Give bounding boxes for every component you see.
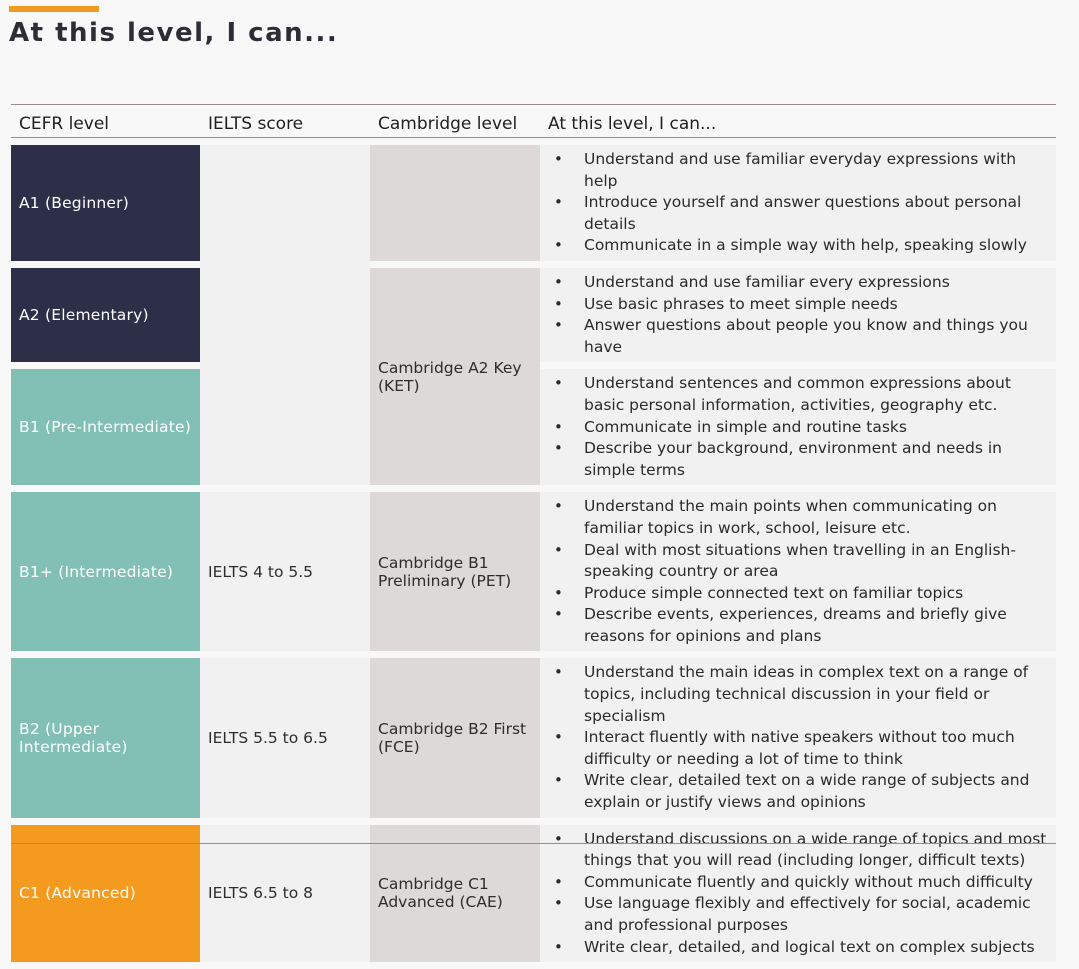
table-row: A2 (Elementary) Cambridge A2 Key (KET) U…: [11, 267, 1056, 486]
table-bottom-rule: [11, 843, 1056, 844]
cefr-table: CEFR level IELTS score Cambridge level A…: [11, 104, 1056, 969]
cambridge-level-cell: Cambridge A2 Key (KET): [370, 267, 540, 486]
can-do-cell: Understand and use familiar every expres…: [540, 267, 1056, 363]
page-title: At this level, I can...: [9, 18, 339, 48]
list-item: Communicate fluently and quickly without…: [554, 872, 1048, 894]
can-do-cell: Understand the main points when communic…: [540, 492, 1056, 652]
cefr-grid: CEFR level IELTS score Cambridge level A…: [11, 98, 1056, 969]
list-item: Describe your background, environment an…: [554, 438, 1048, 481]
cambridge-level-cell: Cambridge C1 Advanced (CAE): [370, 824, 540, 963]
header-can-do: At this level, I can...: [540, 105, 1056, 138]
can-do-list: Understand the main points when communic…: [554, 496, 1048, 647]
ielts-score-cell: IELTS 4 to 5.5: [200, 492, 370, 652]
list-item: Understand and use familiar everyday exp…: [554, 149, 1048, 192]
header-row: CEFR level IELTS score Cambridge level A…: [11, 105, 1056, 138]
table-row: B1 (Pre-Intermediate) Understand sentenc…: [11, 369, 1056, 486]
list-item: Write clear, detailed, and logical text …: [554, 937, 1048, 959]
can-do-cell: Understand discussions on a wide range o…: [540, 824, 1056, 963]
cefr-level-cell: A1 (Beginner): [11, 145, 200, 261]
table-row: A1 (Beginner) Understand and use familia…: [11, 145, 1056, 486]
header-cambridge-level: Cambridge level: [370, 105, 540, 138]
list-item: Understand the main points when communic…: [554, 496, 1048, 539]
ielts-score-cell: IELTS 6.5 to 8: [200, 824, 370, 963]
can-do-cell: Understand sentences and common expressi…: [540, 369, 1056, 486]
can-do-list: Understand the main ideas in complex tex…: [554, 662, 1048, 813]
list-item: Communicate in simple and routine tasks: [554, 417, 1048, 439]
list-item: Understand sentences and common expressi…: [554, 373, 1048, 416]
list-item: Deal with most situations when travellin…: [554, 540, 1048, 583]
cambridge-level-cell: Cambridge B1 Preliminary (PET): [370, 492, 540, 652]
list-item: Introduce yourself and answer questions …: [554, 192, 1048, 235]
list-item: Understand discussions on a wide range o…: [554, 829, 1048, 872]
list-item: Interact fluently with native speakers w…: [554, 727, 1048, 770]
title-accent-bar: [9, 6, 99, 12]
list-item: Use language flexibly and effectively fo…: [554, 893, 1048, 936]
can-do-list: Understand and use familiar every expres…: [554, 272, 1048, 358]
table-row: B2 (Upper Intermediate) IELTS 5.5 to 6.5…: [11, 658, 1056, 818]
cambridge-level-cell: [370, 145, 540, 261]
table-row: C1 (Advanced) IELTS 6.5 to 8 Cambridge C…: [11, 824, 1056, 963]
cefr-level-cell: B1+ (Intermediate): [11, 492, 200, 652]
ielts-score-cell: IELTS 5.5 to 6.5: [200, 658, 370, 818]
list-item: Understand and use familiar every expres…: [554, 272, 1048, 294]
list-item: Answer questions about people you know a…: [554, 315, 1048, 358]
list-item: Use basic phrases to meet simple needs: [554, 294, 1048, 316]
list-item: Write clear, detailed text on a wide ran…: [554, 770, 1048, 813]
can-do-list: Understand discussions on a wide range o…: [554, 829, 1048, 959]
can-do-cell: Understand the main ideas in complex tex…: [540, 658, 1056, 818]
header-ielts-score: IELTS score: [200, 105, 370, 138]
cefr-level-cell: B2 (Upper Intermediate): [11, 658, 200, 818]
can-do-list: Understand sentences and common expressi…: [554, 373, 1048, 481]
header-cefr-level: CEFR level: [11, 105, 200, 138]
cefr-level-cell: A2 (Elementary): [11, 267, 200, 363]
can-do-cell: Understand and use familiar everyday exp…: [540, 145, 1056, 261]
table-row: B1+ (Intermediate) IELTS 4 to 5.5 Cambri…: [11, 492, 1056, 652]
list-item: Communicate in a simple way with help, s…: [554, 235, 1048, 257]
ielts-score-cell: [200, 145, 370, 486]
cambridge-level-cell: Cambridge B2 First (FCE): [370, 658, 540, 818]
can-do-list: Understand and use familiar everyday exp…: [554, 149, 1048, 257]
cefr-level-cell: B1 (Pre-Intermediate): [11, 369, 200, 486]
list-item: Understand the main ideas in complex tex…: [554, 662, 1048, 727]
cefr-level-cell: C1 (Advanced): [11, 824, 200, 963]
list-item: Produce simple connected text on familia…: [554, 583, 1048, 605]
list-item: Describe events, experiences, dreams and…: [554, 604, 1048, 647]
